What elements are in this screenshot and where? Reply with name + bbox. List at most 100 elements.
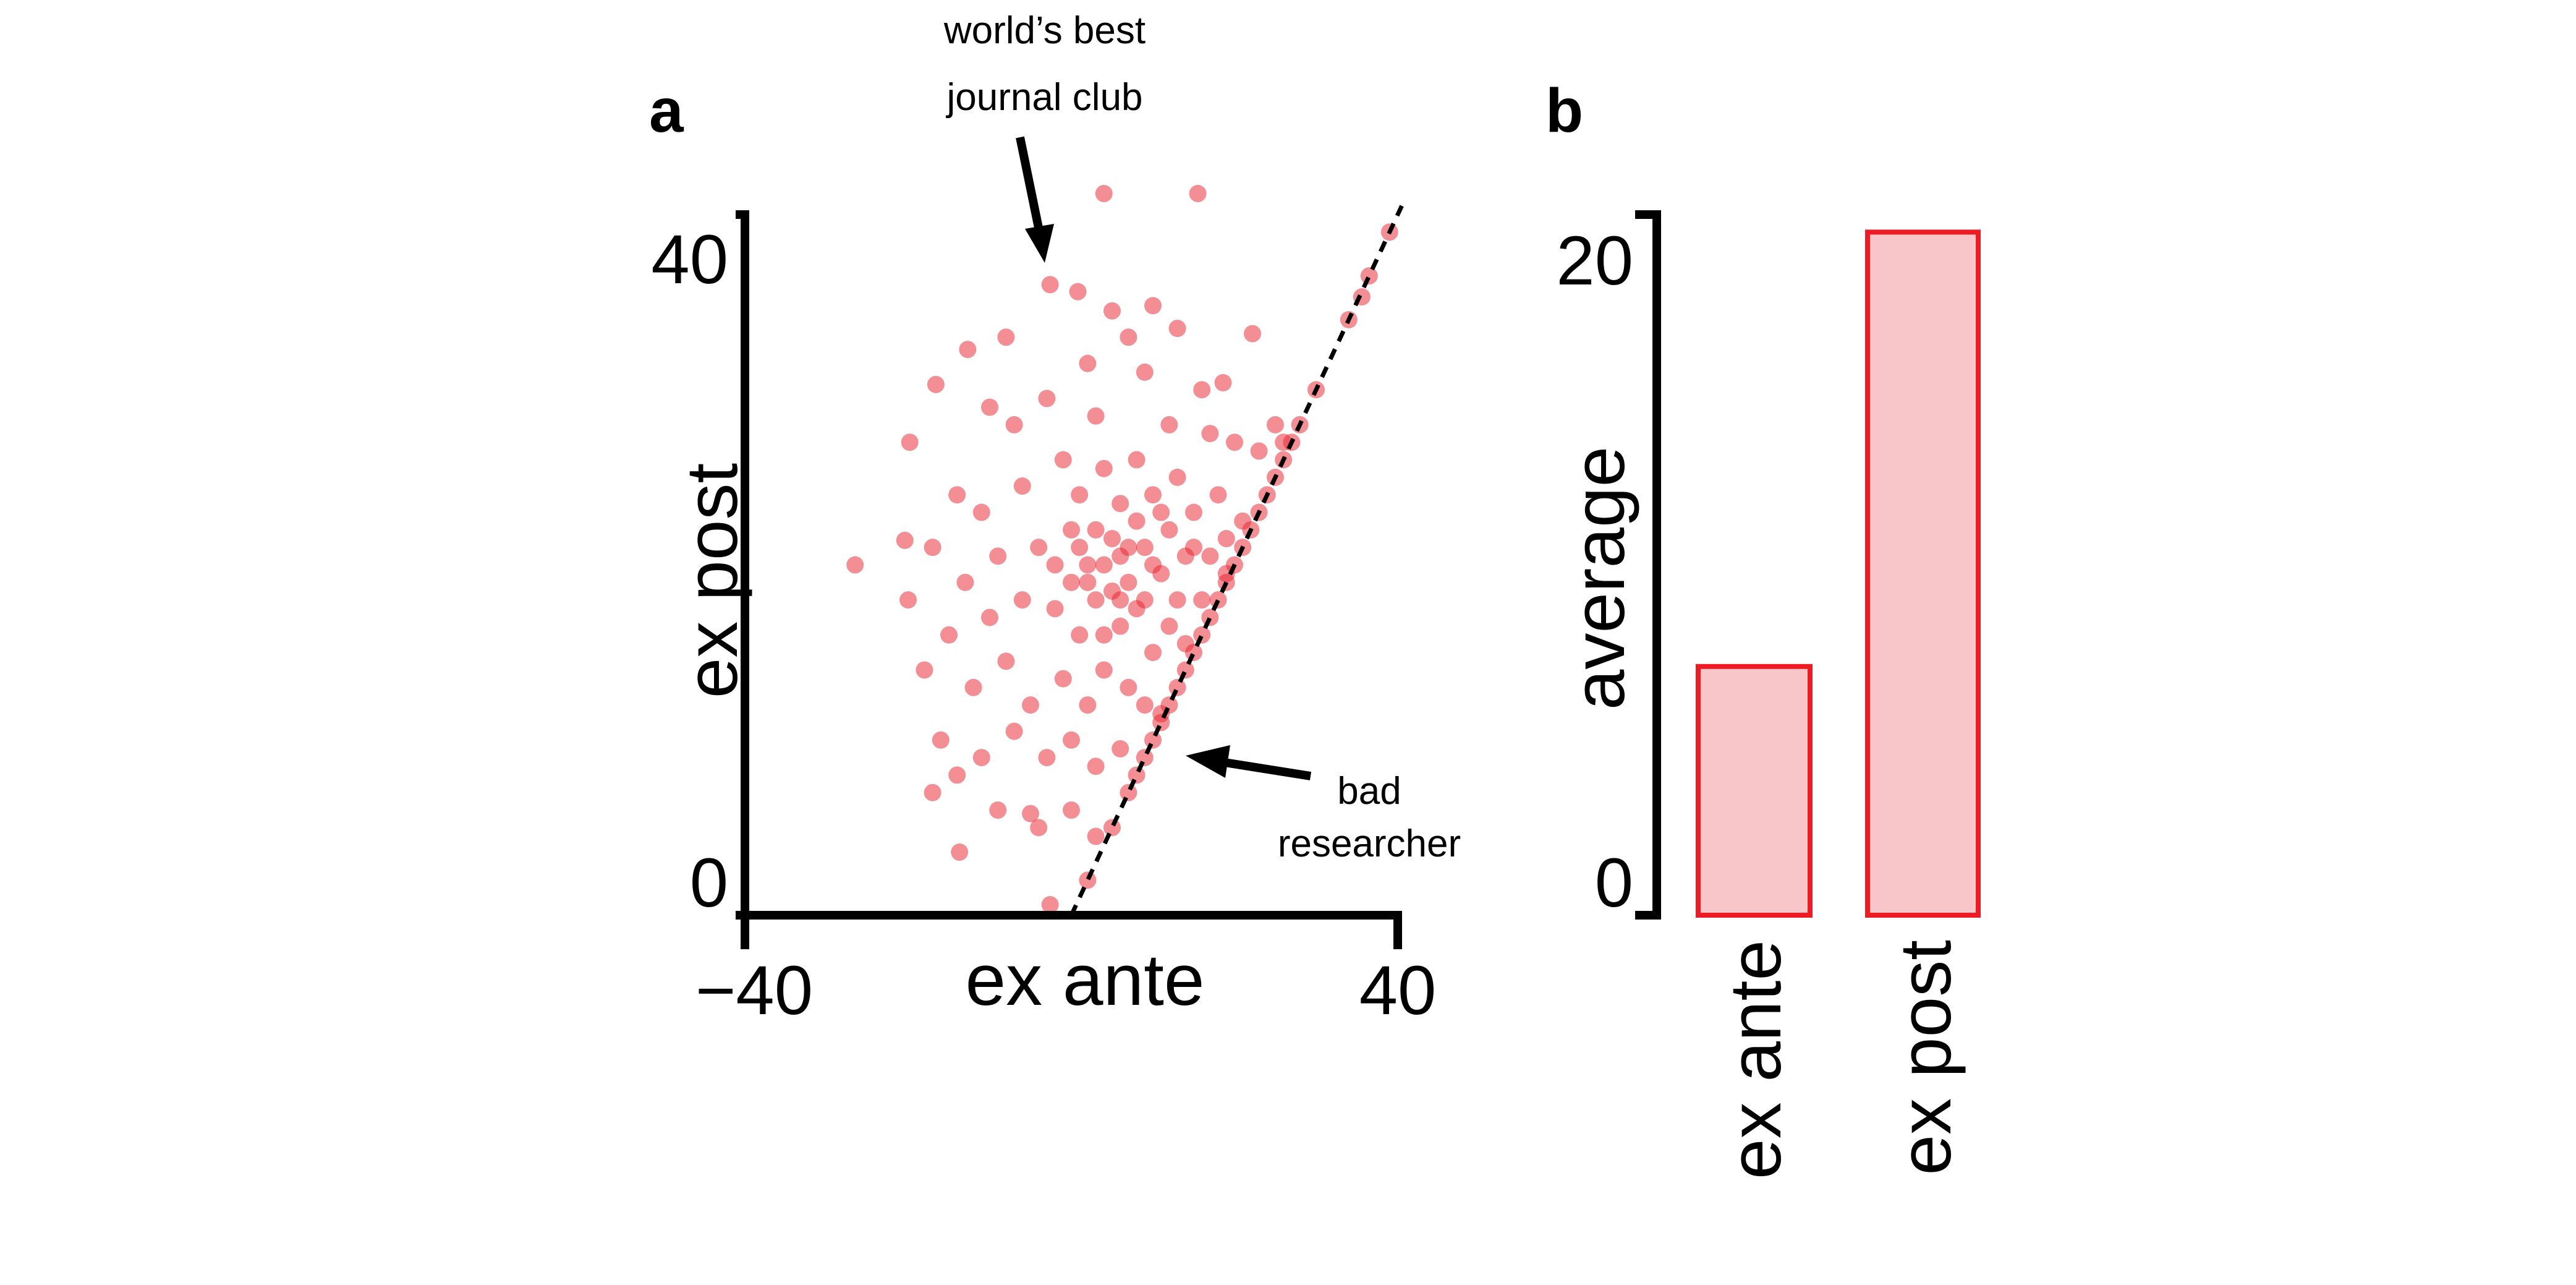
scatter-point <box>1201 425 1219 443</box>
scatter-point <box>1144 297 1162 315</box>
scatter-point <box>1201 547 1219 565</box>
scatter-point <box>1079 696 1097 714</box>
scatter-point <box>1152 503 1170 521</box>
scatter-point <box>997 652 1015 670</box>
annotation-text-line1: bad <box>1337 770 1401 813</box>
arrow-shaft <box>1220 758 1312 780</box>
scatter-point <box>1013 591 1031 609</box>
scatter-point <box>1013 477 1031 495</box>
scatter-point <box>924 539 942 557</box>
scatter-point <box>1128 512 1146 530</box>
scatter-point <box>959 341 977 359</box>
scatter-point <box>901 433 919 451</box>
scatter-point <box>1079 556 1097 574</box>
scatter-point <box>964 678 982 696</box>
y-axis-label-average: average <box>1558 446 1640 710</box>
scatter-point <box>981 608 998 626</box>
scatter-point <box>1244 325 1262 343</box>
scatter-point <box>1103 530 1121 548</box>
scatter-point <box>1030 819 1048 837</box>
scatter-point <box>1120 573 1137 591</box>
y-tick-label-40: 40 <box>651 221 728 298</box>
scatter-point <box>1022 696 1039 714</box>
scatter-point <box>1063 801 1080 819</box>
scatter-point <box>1128 451 1146 469</box>
scatter-point <box>1193 381 1211 399</box>
arrow-shaft <box>1016 136 1044 235</box>
scatter-point <box>1267 416 1284 433</box>
scatter-point <box>1112 617 1129 635</box>
scatter-point <box>1160 521 1178 539</box>
scatter-point <box>972 503 990 521</box>
scatter-point <box>951 843 969 861</box>
scatter-point <box>1217 530 1235 548</box>
x-axis-a <box>736 911 1402 949</box>
scatter-point <box>1095 556 1113 574</box>
scatter-point <box>1193 626 1211 644</box>
annotation-text-line2: journal club <box>945 76 1142 119</box>
scatter-point <box>1136 591 1154 609</box>
scatter-point <box>1185 503 1202 521</box>
scatter-point <box>948 486 966 504</box>
scatter-point <box>1144 556 1162 574</box>
scatter-point <box>1038 390 1056 408</box>
scatter-point <box>1071 626 1089 644</box>
scatter-point <box>1041 896 1059 914</box>
scatter-point <box>989 801 1007 819</box>
scatter-point <box>1095 626 1113 644</box>
arrow-head-icon <box>1186 745 1230 778</box>
bar-label-ex-post: ex post <box>1885 940 1966 1175</box>
x-axis-label: ex ante <box>965 939 1204 1021</box>
scatter-point <box>1095 185 1113 203</box>
scatter-point <box>1071 539 1089 557</box>
scatter-point <box>940 626 958 644</box>
x-tick-label-40: 40 <box>1359 952 1437 1029</box>
scatter-point <box>1120 678 1137 696</box>
scatter-point <box>1209 591 1227 609</box>
scatter-point <box>1160 617 1178 635</box>
scatter-point <box>956 573 974 591</box>
scatter-point <box>1136 363 1154 381</box>
scatter-point <box>1005 416 1023 433</box>
panel-b-label: b <box>1545 76 1583 145</box>
annotation-journal-club: world’s best journal club <box>943 9 1146 263</box>
scatter-point <box>1185 644 1202 662</box>
y-tick-label-20: 20 <box>1556 222 1633 299</box>
scatter-point <box>1038 749 1056 767</box>
scatter-point <box>989 547 1007 565</box>
annotation-text-line1: world’s best <box>943 9 1146 52</box>
y-axis-b <box>1635 210 1661 920</box>
scatter-point <box>1069 283 1087 301</box>
scatter-point <box>1054 451 1072 469</box>
scatter-point <box>1226 433 1243 451</box>
scatter-point <box>1087 521 1105 539</box>
scatter-point <box>932 731 950 749</box>
y-axis-a <box>736 210 749 915</box>
scatter-point <box>1046 556 1064 574</box>
scatter-point <box>1120 328 1137 346</box>
bar-ex-ante <box>1696 664 1813 918</box>
scatter-point <box>1087 827 1105 845</box>
bar-ex-post <box>1865 229 1981 918</box>
scatter-point <box>896 531 914 549</box>
x-tick-label-neg40: −40 <box>695 952 813 1029</box>
y-tick-label-0: 0 <box>1595 844 1633 921</box>
bars <box>1696 229 1981 918</box>
scatter-point <box>927 375 945 393</box>
scatter-point <box>1136 696 1154 714</box>
scatter-point <box>924 783 942 801</box>
scatter-point <box>1087 758 1105 775</box>
scatter-point <box>1046 600 1064 618</box>
scatter-point <box>1214 374 1232 391</box>
scatter-point <box>846 556 864 574</box>
scatter-point <box>1005 722 1023 740</box>
scatter-point <box>1022 805 1039 822</box>
y-axis-label: ex post <box>671 463 753 698</box>
scatter-point <box>1152 714 1170 732</box>
scatter-point <box>916 661 933 679</box>
scatter-point <box>1095 459 1113 477</box>
scatter-point <box>1144 486 1162 504</box>
scatter-point <box>1041 276 1059 294</box>
bar-label-ex-ante: ex ante <box>1715 940 1796 1179</box>
